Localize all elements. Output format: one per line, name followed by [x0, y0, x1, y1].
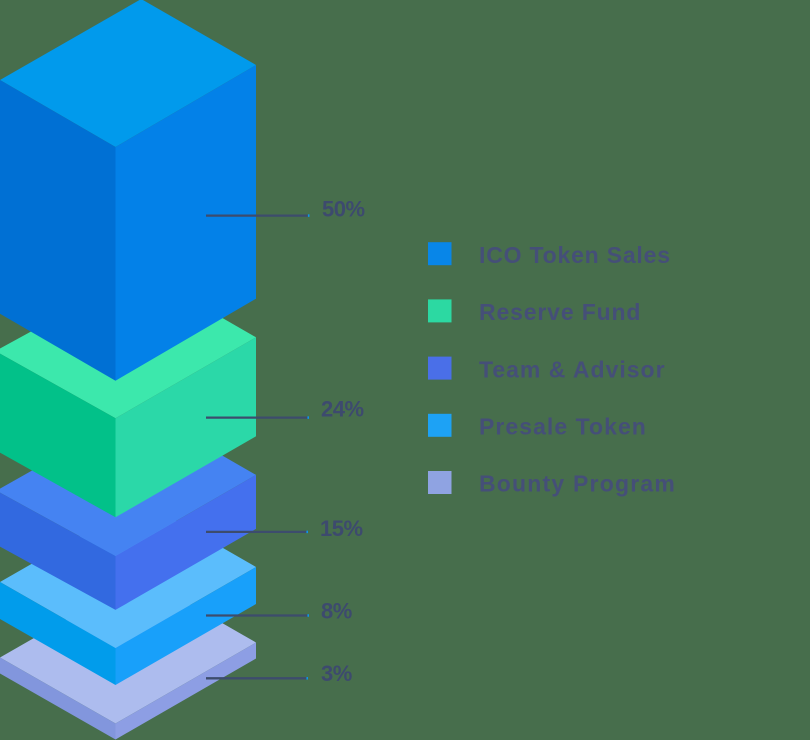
- svg-text:Reserve Fund: Reserve Fund: [479, 299, 641, 325]
- svg-text:ICO Token Sales: ICO Token Sales: [479, 242, 671, 268]
- svg-text:8%: 8%: [321, 599, 352, 624]
- svg-text:15%: 15%: [320, 516, 363, 541]
- svg-text:Presale Token: Presale Token: [479, 414, 647, 440]
- svg-text:3%: 3%: [321, 661, 352, 686]
- svg-text:50%: 50%: [322, 197, 365, 222]
- svg-text:Bounty Program: Bounty Program: [479, 471, 676, 497]
- svg-text:Team & Advisor: Team & Advisor: [479, 356, 666, 382]
- svg-text:24%: 24%: [321, 397, 364, 422]
